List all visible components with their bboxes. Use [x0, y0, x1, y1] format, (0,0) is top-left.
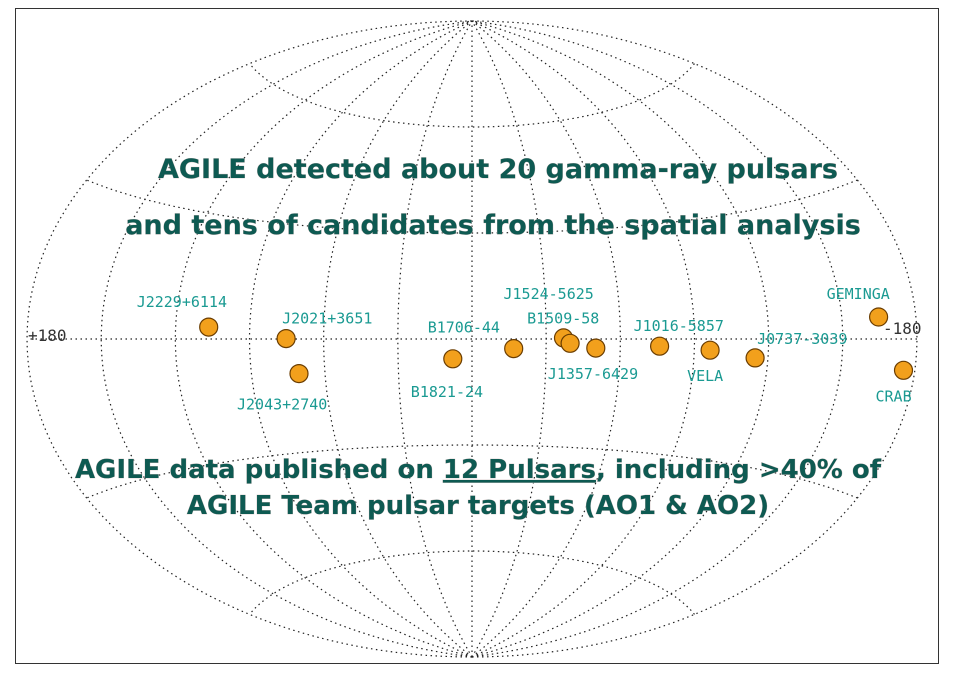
headline-line-2: and tens of candidates from the spatial … — [125, 210, 861, 241]
pulsar-marker-j1016-5857[interactable] — [649, 336, 670, 356]
meridian-line — [471, 20, 696, 658]
meridian-line — [471, 20, 770, 658]
figure-frame — [15, 8, 939, 664]
parallel-line — [86, 444, 858, 499]
pulsar-marker-j2043-2740[interactable] — [289, 364, 309, 384]
footer-text-after: , including >40% of — [596, 455, 882, 485]
pulsar-marker-crab[interactable] — [893, 360, 914, 380]
pulsar-label-crab: CRAB — [876, 387, 912, 405]
pulsar-marker-vela[interactable] — [700, 340, 720, 360]
parallel-line — [86, 179, 858, 234]
footer-line-1: AGILE data published on 12 Pulsars, incl… — [75, 455, 882, 485]
pulsar-label-vela: VELA — [687, 367, 723, 385]
pulsar-marker-j0737-3039[interactable] — [745, 348, 765, 368]
pulsar-marker-j2229-6114[interactable] — [199, 317, 219, 337]
pulsar-label-b1821-24: B1821-24 — [411, 383, 483, 401]
pulsar-marker-j2021-3651[interactable] — [276, 329, 296, 349]
pulsar-label-j2229-6114: J2229+6114 — [137, 293, 227, 311]
pulsar-label-j1524-5625: J1524-5625 — [504, 285, 594, 303]
meridian-line — [174, 20, 473, 658]
lon-left-label: +180 — [28, 326, 67, 345]
pulsar-label-j2043-2740: J2043+2740 — [237, 396, 327, 414]
pulsar-label-b1509-58: B1509-58 — [527, 309, 599, 327]
lon-right-label: -180 — [883, 319, 922, 338]
parallel-line — [249, 63, 695, 128]
pulsar-markers — [199, 307, 914, 384]
meridian-line — [471, 20, 547, 658]
pulsar-label-j0737-3039: J0737-3039 — [757, 330, 847, 348]
footer-underlined: 12 Pulsars — [443, 455, 596, 485]
pulsar-marker-b1821-24[interactable] — [443, 349, 463, 369]
coordinate-grid — [26, 20, 918, 658]
footer-line-2: AGILE Team pulsar targets (AO1 & AO2) — [187, 491, 769, 521]
pulsar-marker-b1509-58[interactable] — [560, 333, 580, 353]
pulsar-label-j1016-5857: J1016-5857 — [634, 317, 724, 335]
pulsar-marker-b1706-44[interactable] — [504, 339, 524, 359]
pulsar-labels: J2229+6114 J2021+3651 J2043+2740 B1821-24 B1… — [137, 285, 912, 414]
pulsar-marker-geminga[interactable] — [868, 307, 889, 327]
pulsar-marker-j1357-6429[interactable] — [586, 338, 606, 358]
pulsar-label-j1357-6429: J1357-6429 — [548, 365, 638, 383]
headline-line-1: AGILE detected about 20 gamma-ray pulsar… — [158, 154, 838, 185]
meridian-line — [248, 20, 473, 658]
footer-text-before: AGILE data published on — [75, 455, 443, 485]
meridian-line — [397, 20, 473, 658]
pulsar-label-j2021-3651: J2021+3651 — [282, 310, 372, 328]
pulsar-label-b1706-44: B1706-44 — [428, 319, 500, 337]
pulsar-label-geminga: GEMINGA — [827, 285, 890, 303]
